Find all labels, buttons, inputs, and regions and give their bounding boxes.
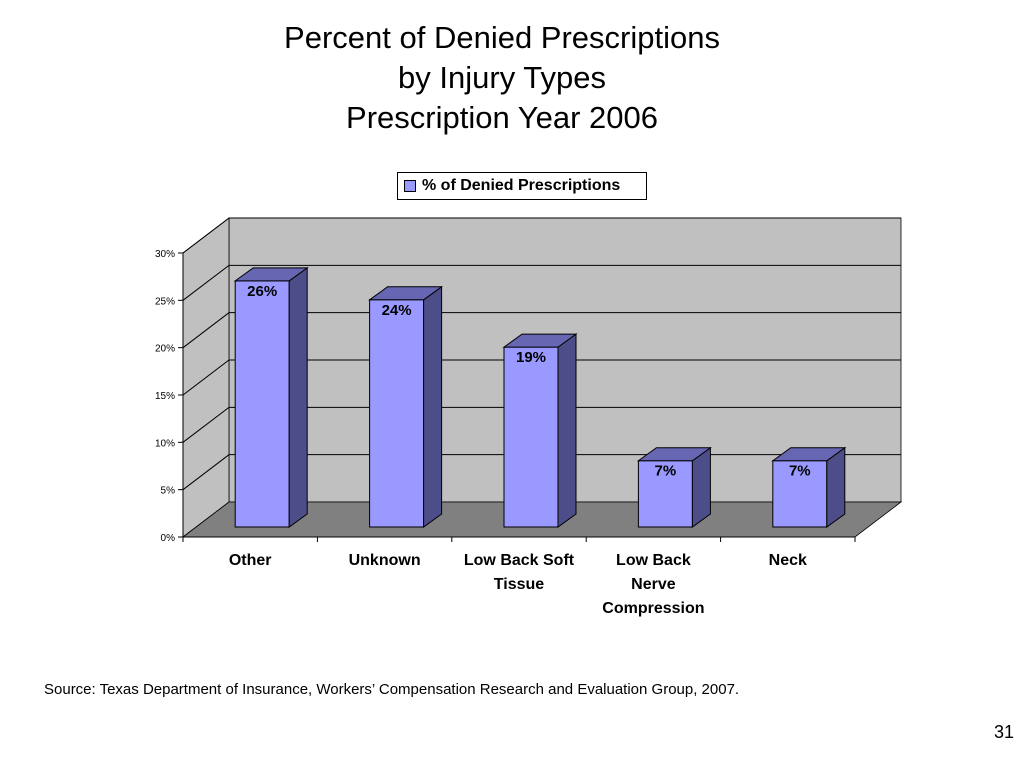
bar (503, 346, 559, 528)
data-label: 7% (789, 463, 811, 480)
gridline (182, 264, 901, 301)
chart-legend: % of Denied Prescriptions (397, 172, 647, 200)
bar (772, 460, 828, 528)
chart-title: Percent of Denied Prescriptions by Injur… (0, 18, 1004, 138)
y-tick-label: 20% (155, 344, 175, 355)
gridline (182, 406, 901, 443)
legend-label: % of Denied Prescriptions (422, 177, 621, 194)
gridline (182, 217, 901, 254)
bar (637, 460, 693, 528)
bar-side (557, 333, 577, 528)
bar-side (288, 266, 308, 528)
y-tick-label: 15% (155, 391, 175, 402)
data-label: 24% (382, 302, 412, 319)
bar-side (423, 285, 443, 528)
bar-top (636, 447, 712, 462)
data-label: 19% (516, 349, 546, 366)
chart-title-line: Percent of Denied Prescriptions (284, 20, 720, 55)
y-tick-label: 30% (155, 249, 175, 260)
bar (234, 280, 290, 528)
bar-top (368, 286, 444, 301)
bar (369, 299, 425, 528)
x-tick-label: Tissue (494, 576, 545, 593)
data-label: 26% (247, 283, 277, 300)
y-tick-label: 5% (161, 486, 176, 497)
y-tick-label: 0% (161, 533, 176, 544)
source-note: Source: Texas Department of Insurance, W… (44, 681, 740, 698)
bar-chart: 0% 5% 10% 15% 20% 25% 30% 26% Other 24% Unknown 19%… (155, 217, 903, 617)
page-number: 31 (993, 722, 1014, 742)
bar-top (233, 267, 309, 282)
legend-swatch (404, 180, 416, 192)
x-tick-label: Unknown (349, 552, 421, 569)
x-tick-label: Other (229, 552, 272, 569)
bar-side (691, 446, 711, 528)
x-tick-label: Low Back Soft (464, 552, 575, 569)
y-tick-label: 25% (155, 296, 175, 307)
chart-title-line: Prescription Year 2006 (346, 100, 658, 135)
data-label: 7% (655, 463, 677, 480)
x-tick-label: Nerve (631, 576, 676, 593)
bar-side (826, 446, 846, 528)
bar-top (502, 333, 578, 348)
x-tick-label: Neck (769, 552, 807, 569)
bar-top (771, 447, 847, 462)
gridline (182, 312, 901, 349)
gridline (182, 359, 901, 396)
x-tick-label: Low Back (616, 552, 691, 569)
y-tick-label: 10% (155, 438, 175, 449)
x-tick-label: Compression (602, 600, 704, 617)
chart-title-line: by Injury Types (398, 60, 606, 95)
